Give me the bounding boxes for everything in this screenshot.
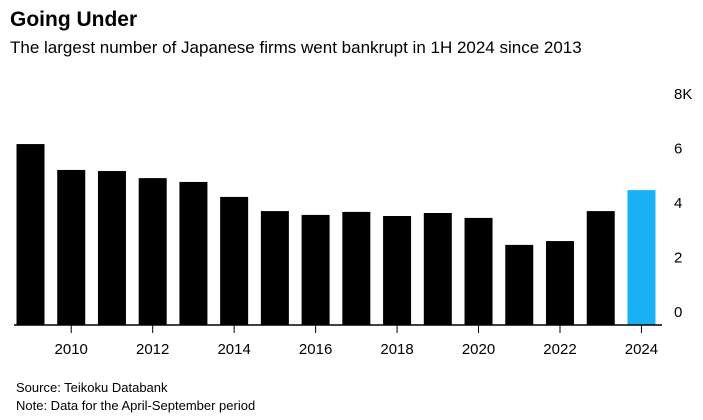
x-tick-label: 2024 xyxy=(625,341,658,358)
bar xyxy=(220,196,249,325)
bar xyxy=(423,213,452,325)
y-tick-label: 8K xyxy=(674,86,692,103)
note: Note: Data for the April-September perio… xyxy=(16,398,255,413)
chart-subtitle: The largest number of Japanese firms wen… xyxy=(10,38,582,57)
bar xyxy=(260,211,289,325)
x-tick-label: 2010 xyxy=(55,341,88,358)
bar xyxy=(545,241,574,325)
x-tick-label: 2022 xyxy=(543,341,576,358)
source: Source: Teikoku Databank xyxy=(16,380,168,395)
bar xyxy=(301,214,330,325)
bar xyxy=(627,190,656,325)
bar xyxy=(179,181,208,325)
x-tick-label: 2016 xyxy=(299,341,332,358)
bar xyxy=(16,144,45,325)
bar xyxy=(464,217,493,325)
x-tick-label: 2012 xyxy=(136,341,169,358)
y-tick-label: 0 xyxy=(674,304,682,321)
bar xyxy=(57,169,86,325)
y-tick-label: 6 xyxy=(674,141,682,158)
chart-title: Going Under xyxy=(10,8,137,31)
bar xyxy=(97,171,126,325)
bar xyxy=(138,178,167,325)
x-tick-label: 2018 xyxy=(380,341,413,358)
y-tick-label: 2 xyxy=(674,250,682,267)
bar xyxy=(586,211,615,325)
x-tick-label: 2014 xyxy=(217,341,250,358)
y-tick-label: 4 xyxy=(674,195,682,212)
bar xyxy=(505,244,534,325)
bar xyxy=(342,211,371,325)
x-tick-label: 2020 xyxy=(462,341,495,358)
bar xyxy=(383,216,412,325)
